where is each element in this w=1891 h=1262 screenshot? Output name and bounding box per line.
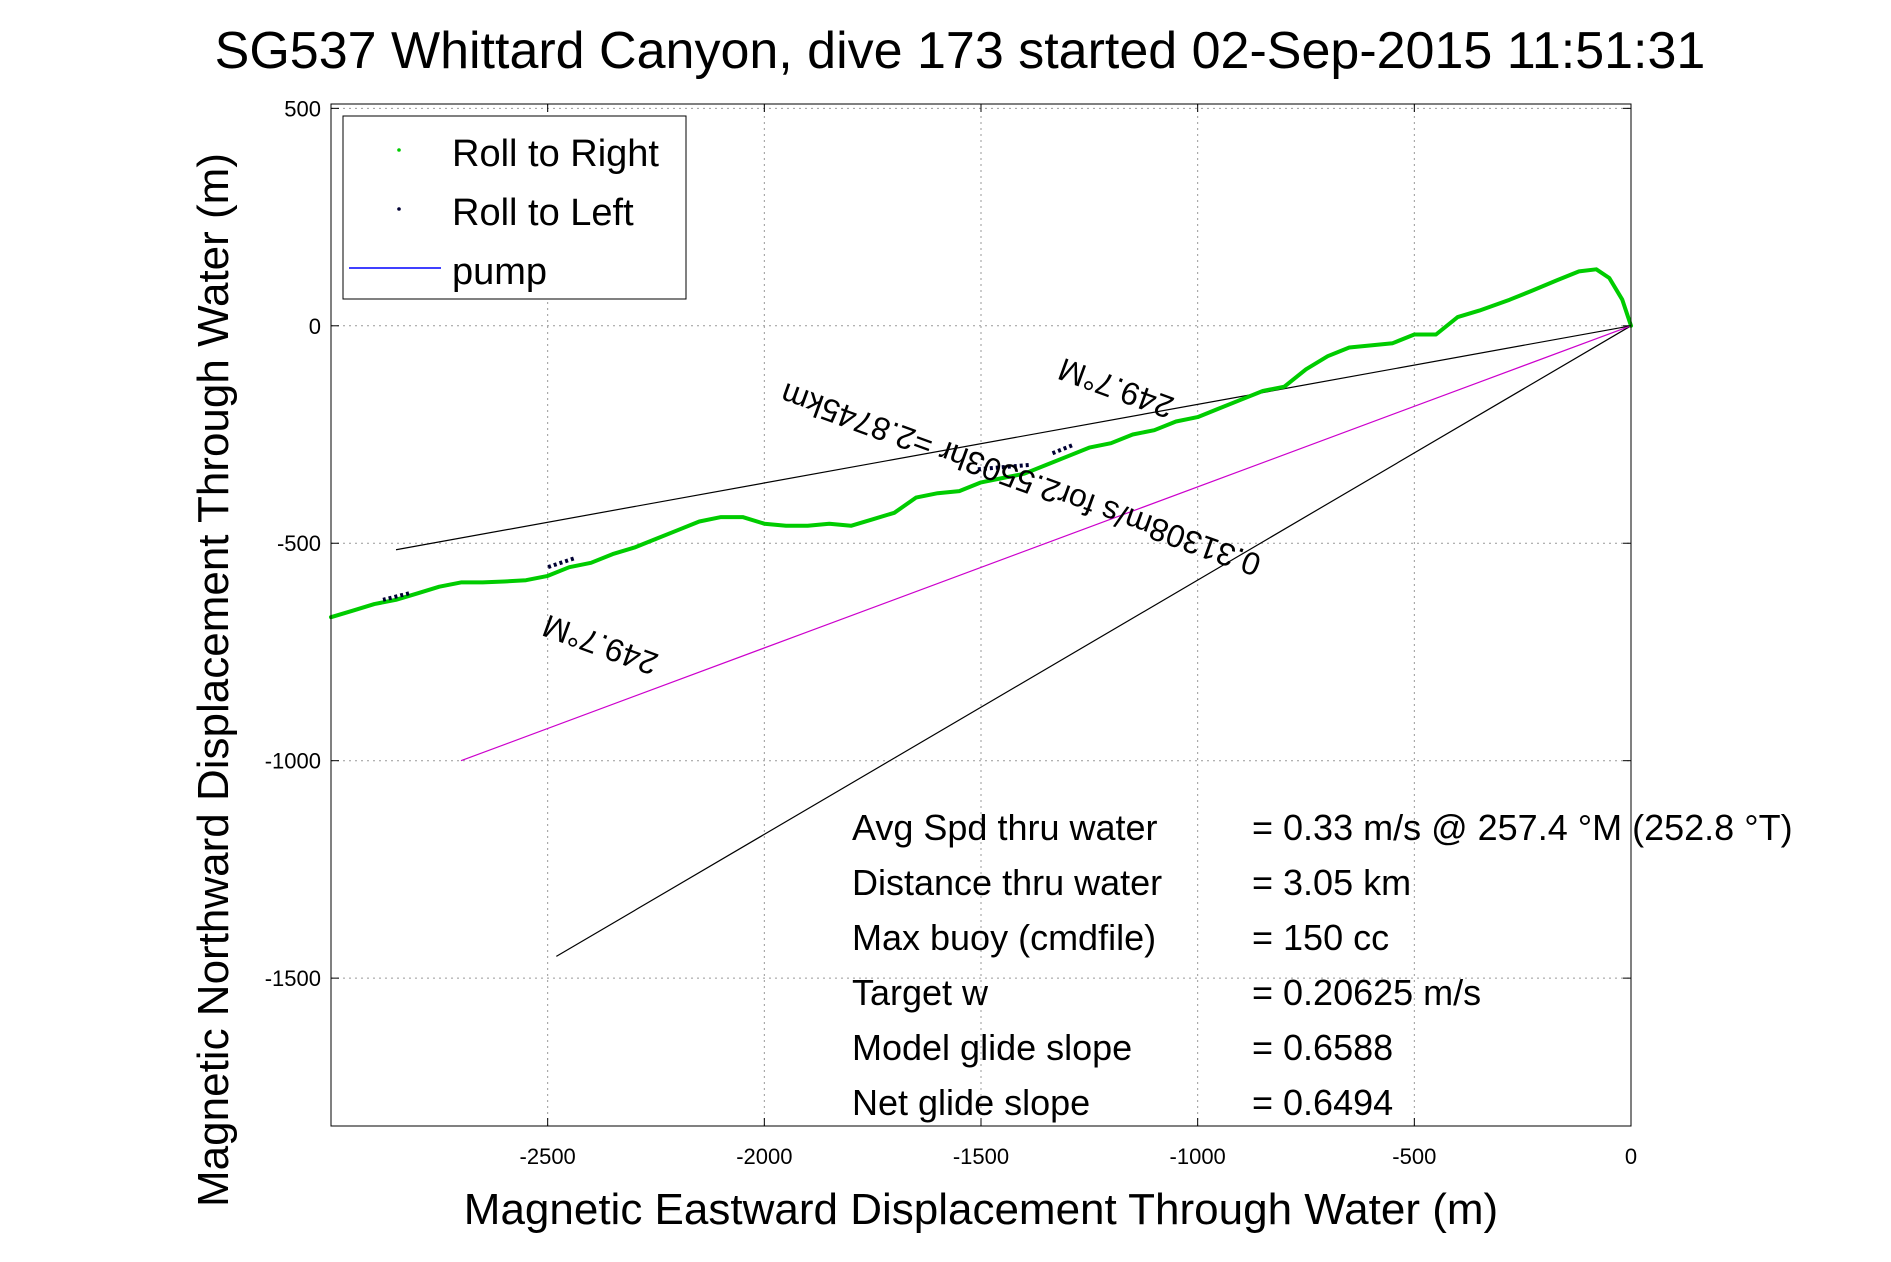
y-tick-label: -1000	[265, 749, 321, 774]
x-ticks: -2500 -2000 -1500 -1000 -500 0	[520, 104, 1637, 1169]
annotation-label: Model glide slope	[852, 1027, 1132, 1068]
annotation-label: Distance thru water	[852, 862, 1162, 903]
annotation-value: = 0.33 m/s @ 257.4 °M (252.8 °T)	[1252, 807, 1793, 848]
annotation-label: Avg Spd thru water	[852, 807, 1158, 848]
y-tick-label: 500	[284, 96, 321, 121]
series-roll-to-left	[382, 591, 410, 602]
annotation-value: = 150 cc	[1252, 917, 1389, 958]
y-tick-label: -500	[277, 531, 321, 556]
y-tick-label: -1500	[265, 966, 321, 991]
series-roll-to-right	[329, 267, 1633, 620]
reference-line	[460, 325, 1632, 762]
y-axis-label: Magnetic Northward Displacement Through …	[189, 153, 238, 1207]
annotation-label: Target w	[852, 972, 989, 1013]
annotations: Avg Spd thru water = 0.33 m/s @ 257.4 °M …	[852, 807, 1793, 1123]
x-tick-label: -2000	[736, 1144, 792, 1169]
annotation-value: = 3.05 km	[1252, 862, 1411, 903]
legend: Roll to Right Roll to Left pump	[342, 115, 687, 300]
reference-line	[556, 325, 1632, 957]
legend-label: Roll to Right	[452, 133, 659, 175]
legend-swatch	[397, 207, 401, 211]
x-tick-label: -1000	[1170, 1144, 1226, 1169]
x-tick-label: 0	[1625, 1144, 1637, 1169]
y-ticks: 500 0 -500 -1000 -1500	[265, 96, 1631, 991]
legend-swatch	[397, 148, 401, 152]
legend-label: Roll to Left	[452, 192, 634, 234]
y-tick-label: 0	[309, 314, 321, 339]
chart-title: SG537 Whittard Canyon, dive 173 started …	[215, 22, 1706, 80]
annotation-value: = 0.6494	[1252, 1082, 1393, 1123]
data-series	[329, 267, 1633, 620]
x-tick-label: -1500	[953, 1144, 1009, 1169]
x-tick-label: -500	[1392, 1144, 1436, 1169]
x-axis-label: Magnetic Eastward Displacement Through W…	[464, 1185, 1498, 1234]
reference-lines	[395, 325, 1632, 957]
annotation-value: = 0.6588	[1252, 1027, 1393, 1068]
annotation-label: Max buoy (cmdfile)	[852, 917, 1156, 958]
legend-label: pump	[452, 251, 547, 293]
annotation-label: Net glide slope	[852, 1082, 1090, 1123]
series-roll-to-left	[976, 463, 1029, 472]
series-roll-to-left	[547, 556, 575, 570]
x-tick-label: -2500	[520, 1144, 576, 1169]
reference-line	[395, 325, 1632, 551]
series-roll-to-left	[1049, 443, 1073, 456]
annotation-value: = 0.20625 m/s	[1252, 972, 1481, 1013]
